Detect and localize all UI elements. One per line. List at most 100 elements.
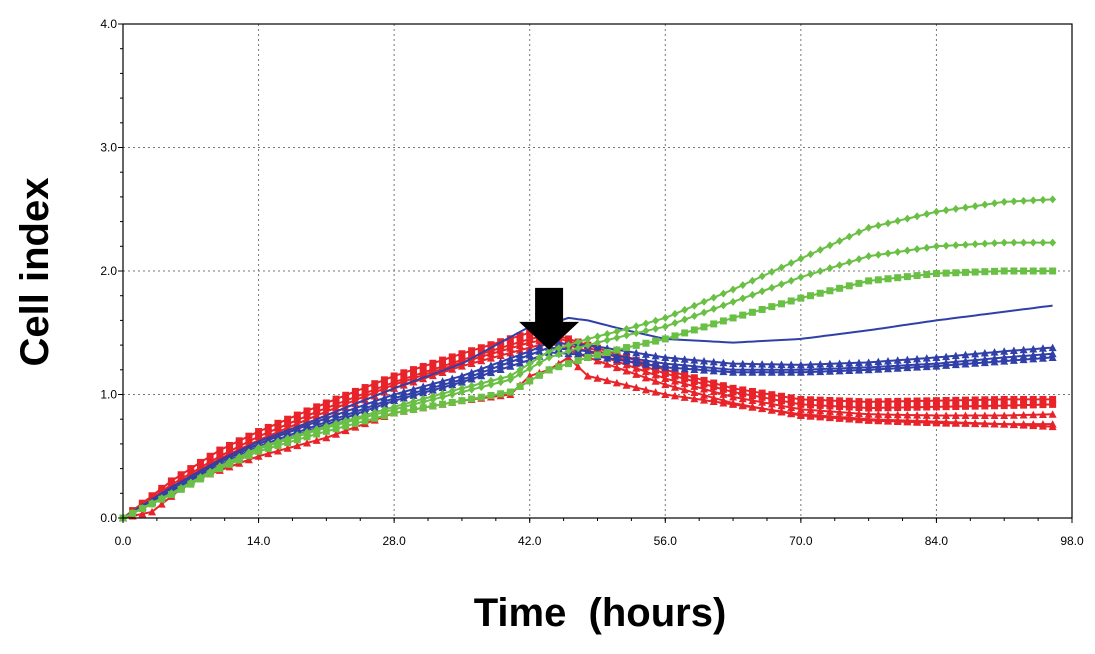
data-point xyxy=(574,357,582,365)
data-point xyxy=(816,360,825,368)
data-point xyxy=(894,397,902,405)
data-point xyxy=(729,384,737,392)
series-11 xyxy=(119,267,1057,522)
y-axis-title: Cell index xyxy=(13,178,57,367)
data-point xyxy=(1049,395,1057,403)
data-point xyxy=(758,360,767,368)
data-point xyxy=(835,359,844,367)
data-point xyxy=(710,293,718,302)
data-point xyxy=(768,267,776,276)
data-point xyxy=(226,441,234,449)
data-point xyxy=(787,297,795,305)
x-tick-label: 84.0 xyxy=(925,534,949,548)
data-point xyxy=(506,375,514,384)
data-point xyxy=(341,426,350,435)
data-point xyxy=(1029,267,1037,275)
data-point xyxy=(1009,420,1018,429)
data-point xyxy=(603,329,611,338)
data-point xyxy=(874,276,882,284)
data-point xyxy=(787,394,795,402)
data-point xyxy=(884,219,892,228)
data-point xyxy=(710,320,718,328)
data-point xyxy=(264,444,272,452)
data-point xyxy=(516,370,524,379)
data-point xyxy=(681,371,689,379)
data-point xyxy=(651,351,660,360)
data-point xyxy=(864,365,873,374)
data-point xyxy=(612,363,621,372)
data-point xyxy=(884,410,893,419)
data-point xyxy=(1019,355,1028,364)
data-point xyxy=(467,359,476,367)
data-point xyxy=(952,269,960,277)
data-point xyxy=(836,284,844,292)
data-point xyxy=(816,406,825,415)
data-point xyxy=(748,392,756,400)
data-point xyxy=(1039,238,1047,247)
data-point xyxy=(961,396,969,404)
data-point xyxy=(1019,421,1028,429)
data-point xyxy=(961,268,969,276)
data-point xyxy=(1048,343,1057,352)
data-point xyxy=(845,258,853,267)
data-point xyxy=(1029,421,1038,430)
data-point xyxy=(864,358,873,366)
data-point xyxy=(923,243,931,252)
data-point xyxy=(506,358,515,366)
data-point xyxy=(903,403,911,411)
data-point xyxy=(264,423,272,431)
data-point xyxy=(487,341,495,349)
data-point xyxy=(748,396,757,404)
data-point xyxy=(177,471,185,479)
data-point xyxy=(496,351,505,360)
data-point xyxy=(457,362,466,370)
data-point xyxy=(787,408,796,417)
data-point xyxy=(845,413,854,422)
data-point xyxy=(652,337,660,345)
data-point xyxy=(594,338,601,347)
data-point xyxy=(894,216,902,225)
data-point xyxy=(497,378,505,387)
data-point xyxy=(884,249,892,258)
data-point xyxy=(351,387,359,395)
data-point xyxy=(700,297,708,306)
data-point xyxy=(768,391,776,399)
data-point xyxy=(245,452,253,460)
data-point xyxy=(952,402,960,410)
data-point xyxy=(429,395,437,404)
data-point xyxy=(671,372,679,380)
data-point xyxy=(758,398,767,406)
data-point xyxy=(903,246,911,255)
data-point xyxy=(855,228,863,237)
data-point xyxy=(719,385,727,393)
data-point xyxy=(574,344,582,353)
data-point xyxy=(806,406,815,414)
data-point xyxy=(623,344,631,352)
data-point xyxy=(409,391,418,399)
data-point xyxy=(322,427,330,435)
data-point xyxy=(477,344,485,352)
data-point xyxy=(496,347,505,355)
data-point xyxy=(942,241,950,250)
data-point xyxy=(661,370,669,378)
data-point xyxy=(690,301,698,310)
data-point xyxy=(961,359,970,368)
data-point xyxy=(477,371,486,380)
data-point xyxy=(419,404,427,412)
data-point xyxy=(768,283,776,292)
data-point xyxy=(681,375,689,383)
data-point xyxy=(632,329,640,338)
data-point xyxy=(302,439,311,447)
data-point xyxy=(894,404,902,412)
data-point xyxy=(1038,344,1047,352)
data-point xyxy=(884,275,892,283)
data-point xyxy=(613,333,621,342)
data-point xyxy=(332,430,341,438)
data-point xyxy=(952,241,960,250)
data-point xyxy=(700,323,708,331)
data-series xyxy=(119,195,1057,522)
data-point xyxy=(535,371,543,379)
data-point xyxy=(583,371,592,380)
data-point xyxy=(196,475,204,483)
annotations xyxy=(519,287,580,350)
